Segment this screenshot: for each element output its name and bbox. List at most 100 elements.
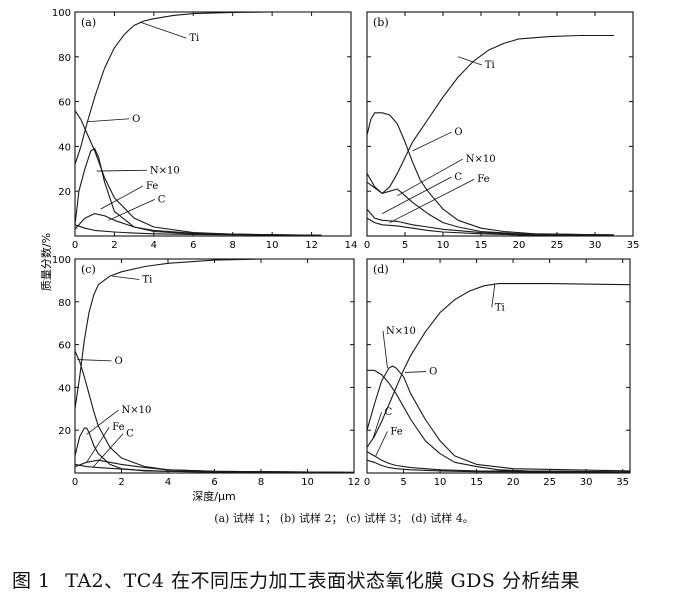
leader-line (112, 275, 140, 280)
series-label: Ti (495, 302, 505, 313)
series-label: Fe (477, 174, 489, 185)
leader-line (491, 283, 496, 308)
leader-line (100, 185, 144, 210)
leader-line (86, 409, 119, 435)
series-label: C (126, 429, 134, 440)
x-tick-label: 10 (437, 240, 450, 251)
leader-line (93, 433, 124, 467)
series-line-Fe (366, 459, 631, 473)
series-line-C (74, 224, 322, 236)
y-tick-label: 60 (58, 98, 71, 109)
x-tick-label: 0 (72, 477, 78, 488)
x-tick-label: 10 (301, 477, 314, 488)
leader-line (375, 431, 388, 457)
panel-label: (d) (373, 263, 389, 276)
leader-line (389, 178, 475, 223)
figure-panels: 质量分数/% 深度/μm 0 2 4 6 8 10 12 1420406080100(a)Ti… (40, 8, 640, 503)
x-tick-label: 2 (111, 240, 117, 251)
series-label: O (132, 114, 140, 125)
series-line-O (74, 110, 322, 236)
series-label: O (429, 367, 437, 378)
series-label: Ti (485, 60, 495, 71)
leader-line (397, 158, 463, 197)
x-tick-label: 15 (470, 477, 483, 488)
x-tick-label: 2 (118, 477, 124, 488)
x-tick-label: 25 (551, 240, 564, 251)
y-tick-label: 100 (52, 255, 71, 266)
x-tick-label: 30 (589, 240, 602, 251)
panel-label: (b) (373, 16, 389, 29)
x-tick-label: 8 (258, 477, 264, 488)
y-tick-label: 60 (58, 341, 71, 352)
series-label: O (454, 127, 462, 138)
series-line-Ti (74, 258, 354, 409)
x-tick-label: 15 (475, 240, 488, 251)
x-tick-label: 0 (364, 477, 370, 488)
x-tick-label: 5 (402, 240, 408, 251)
series-line-N10 (74, 148, 322, 236)
panel-label: (c) (81, 263, 96, 276)
y-tick-label: 100 (52, 8, 71, 19)
leader-line (382, 176, 452, 214)
leader-line (382, 330, 388, 369)
x-tick-label: 5 (400, 477, 406, 488)
leader-line (412, 131, 452, 152)
figure-caption: 图 1 TA2、TC4 在不同压力加工表面状态氧化膜 GDS 分析结果 (12, 566, 682, 593)
series-label: C (158, 194, 166, 205)
x-tick-label: 4 (165, 477, 171, 488)
x-tick-label: 20 (513, 240, 526, 251)
x-tick-label: 6 (190, 240, 196, 251)
x-tick-label: 4 (151, 240, 157, 251)
series-line-Ti (74, 11, 322, 165)
leader-line (96, 169, 147, 172)
figure-number: 图 1 (12, 570, 51, 592)
series-label: N×10 (122, 405, 152, 416)
series-label: C (385, 407, 393, 418)
series-line-N10 (366, 173, 615, 236)
series-label: Fe (112, 422, 124, 433)
series-line-N10 (366, 365, 631, 472)
x-tick-label: 35 (627, 240, 640, 251)
series-line-O (367, 369, 631, 473)
leader-line (458, 56, 482, 66)
x-tick-label: 12 (348, 477, 361, 488)
x-tick-label: 10 (434, 477, 447, 488)
leader-line (86, 118, 130, 123)
series-line-O (366, 112, 615, 236)
x-axis-label: 深度/μm (192, 489, 235, 503)
series-label: Ti (189, 33, 199, 44)
x-tick-label: 8 (230, 240, 236, 251)
series-label: C (454, 172, 462, 183)
series-line-Fe (74, 459, 355, 473)
series-label: O (115, 356, 123, 367)
series-line-Ti (366, 34, 614, 194)
x-tick-label: 30 (580, 477, 593, 488)
leader-line (404, 371, 427, 373)
subfigure-caption: (a) 试样 1； (b) 试样 2； (c) 试样 3； (d) 试样 4。 (214, 512, 474, 525)
leader-line (372, 412, 382, 439)
x-tick-label: 10 (266, 240, 279, 251)
series-label: Fe (146, 181, 158, 192)
leader-line (108, 199, 155, 221)
leader-line (139, 21, 187, 39)
x-tick-label: 0 (364, 240, 370, 251)
leader-line (86, 426, 110, 463)
x-tick-label: 0 (72, 240, 78, 251)
x-tick-label: 35 (616, 477, 629, 488)
series-label: N×10 (466, 154, 496, 165)
panel-frame (74, 11, 352, 237)
y-tick-label: 40 (58, 383, 71, 394)
series-line-Ti (366, 283, 631, 448)
panel-frame (366, 11, 634, 237)
series-label: Ti (142, 275, 152, 286)
series-label: Fe (390, 426, 402, 437)
y-tick-label: 20 (58, 187, 71, 198)
y-tick-label: 40 (58, 142, 71, 153)
y-tick-label: 20 (58, 426, 71, 437)
figure-title: TA2、TC4 在不同压力加工表面状态氧化膜 GDS 分析结果 (65, 570, 580, 592)
x-tick-label: 6 (211, 477, 217, 488)
y-axis-label: 质量分数/% (40, 233, 53, 291)
y-tick-label: 80 (58, 298, 71, 309)
series-line-Fe (74, 213, 322, 236)
x-tick-label: 20 (507, 477, 520, 488)
